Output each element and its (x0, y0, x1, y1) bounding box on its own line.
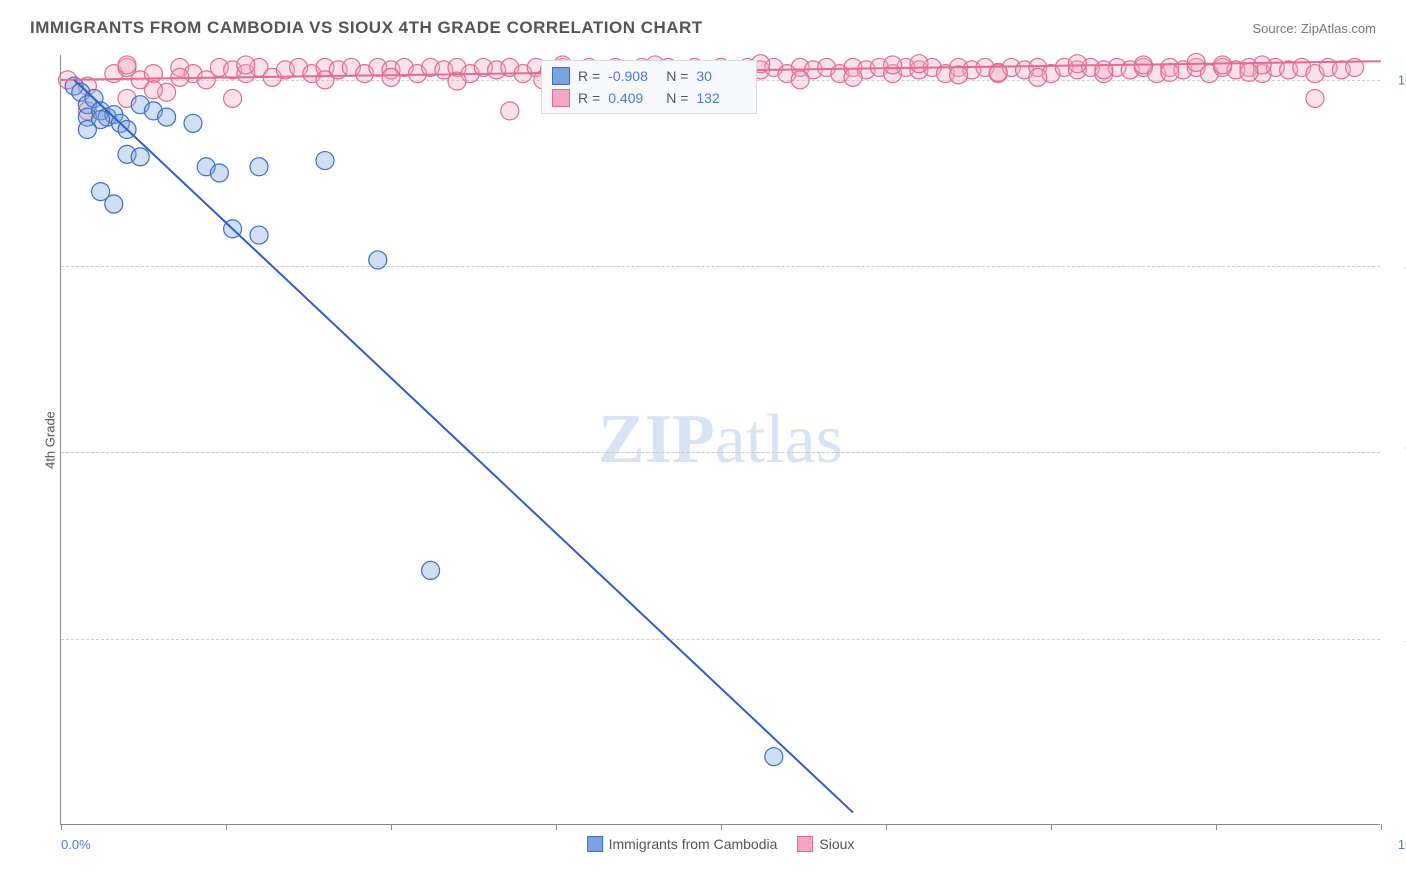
data-point (144, 65, 162, 83)
x-tick (556, 824, 557, 830)
y-axis-label: 4th Grade (42, 411, 57, 469)
data-point (844, 68, 862, 86)
data-point (184, 114, 202, 132)
data-point (131, 148, 149, 166)
regression-line (74, 80, 853, 813)
data-point (237, 56, 255, 74)
data-point (1187, 53, 1205, 71)
legend-row-series2: R = 0.409 N = 132 (552, 87, 746, 109)
data-point (1214, 56, 1232, 74)
legend-row-series1: R = -0.908 N = 30 (552, 65, 746, 87)
data-point (382, 68, 400, 86)
r-label-1: R = (578, 68, 600, 84)
n-value-2: 132 (696, 90, 746, 106)
data-point (910, 55, 928, 73)
data-point (791, 71, 809, 89)
legend-swatch-series1 (552, 67, 570, 85)
data-point (765, 748, 783, 766)
data-point (1029, 68, 1047, 86)
data-point (884, 56, 902, 74)
data-point (422, 561, 440, 579)
bottom-legend: Immigrants from Cambodia Sioux (587, 836, 855, 852)
legend-swatch-series2 (552, 89, 570, 107)
x-axis-max-label: 100.0% (1398, 837, 1406, 852)
n-label-2: N = (666, 90, 688, 106)
n-label-1: N = (666, 68, 688, 84)
data-point (1161, 63, 1179, 81)
bottom-swatch-1 (587, 836, 603, 852)
x-tick (1381, 824, 1382, 830)
x-tick (391, 824, 392, 830)
data-point (1068, 55, 1086, 73)
data-point (250, 226, 268, 244)
data-point (316, 71, 334, 89)
y-tick-label: 100.0% (1398, 72, 1406, 87)
x-tick (886, 824, 887, 830)
source-prefix: Source: (1252, 21, 1300, 36)
series-2-name: Sioux (819, 836, 854, 852)
data-point (158, 108, 176, 126)
series-1-name: Immigrants from Cambodia (609, 836, 778, 852)
data-point (118, 56, 136, 74)
bottom-legend-item-1: Immigrants from Cambodia (587, 836, 778, 852)
data-point (250, 158, 268, 176)
data-point (224, 89, 242, 107)
bottom-swatch-2 (797, 836, 813, 852)
data-point (210, 164, 228, 182)
data-point (105, 195, 123, 213)
chart-header: IMMIGRANTS FROM CAMBODIA VS SIOUX 4TH GR… (0, 0, 1406, 48)
r-value-2: 0.409 (608, 90, 658, 106)
x-tick (226, 824, 227, 830)
data-point (144, 81, 162, 99)
data-point (501, 102, 519, 120)
n-value-1: 30 (696, 68, 746, 84)
data-point (369, 251, 387, 269)
bottom-legend-item-2: Sioux (797, 836, 854, 852)
data-point (316, 152, 334, 170)
chart-title: IMMIGRANTS FROM CAMBODIA VS SIOUX 4TH GR… (30, 18, 703, 38)
r-label-2: R = (578, 90, 600, 106)
chart-area: ZIPatlas 100.0%85.0%70.0%55.0% 0.0% 100.… (60, 55, 1380, 825)
x-tick (1051, 824, 1052, 830)
data-point (1240, 63, 1258, 81)
plot-svg (61, 55, 1380, 824)
data-point (1095, 61, 1113, 79)
x-tick (61, 824, 62, 830)
data-point (950, 66, 968, 84)
source-label: Source: ZipAtlas.com (1252, 21, 1376, 36)
x-tick (1216, 824, 1217, 830)
data-point (78, 121, 96, 139)
plot-region: ZIPatlas 100.0%85.0%70.0%55.0% 0.0% 100.… (60, 55, 1380, 825)
x-tick (721, 824, 722, 830)
correlation-legend: R = -0.908 N = 30 R = 0.409 N = 132 (541, 60, 757, 114)
source-name: ZipAtlas.com (1301, 21, 1376, 36)
r-value-1: -0.908 (608, 68, 658, 84)
data-point (1306, 89, 1324, 107)
x-axis-min-label: 0.0% (61, 837, 91, 852)
